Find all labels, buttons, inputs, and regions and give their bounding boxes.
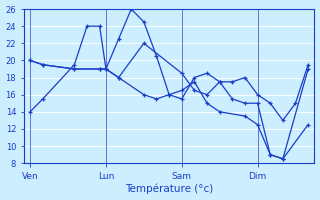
X-axis label: Température (°c): Température (°c) <box>125 184 213 194</box>
